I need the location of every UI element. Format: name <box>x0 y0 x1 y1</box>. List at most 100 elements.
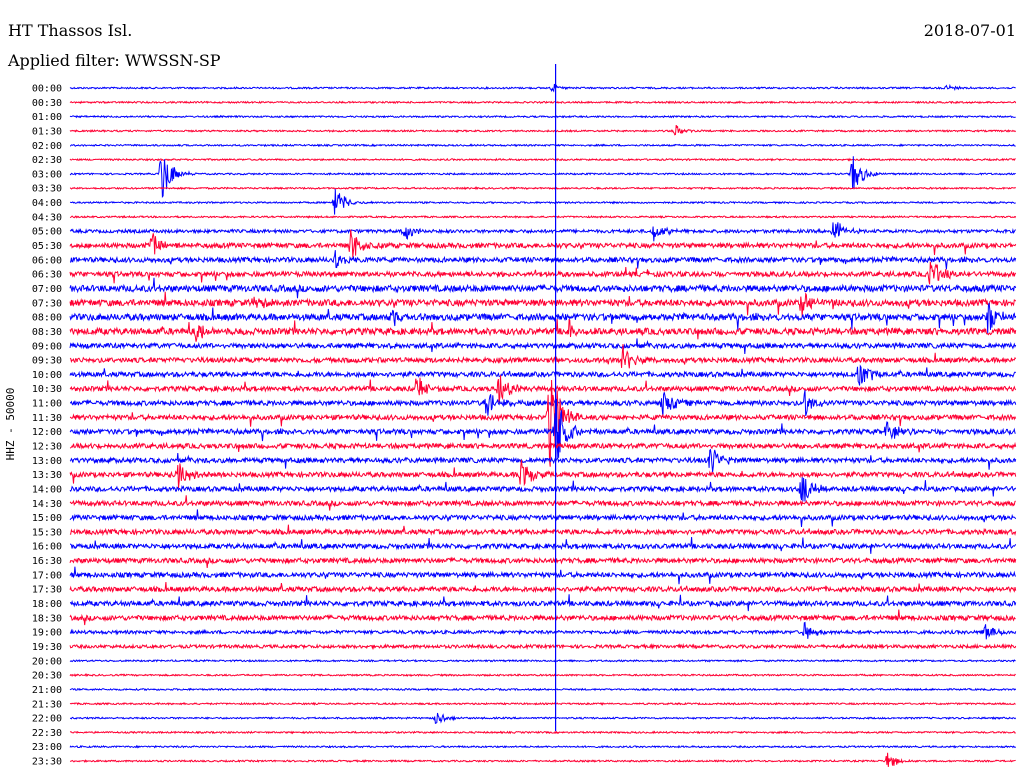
seismic-trace <box>69 100 1017 105</box>
y-tick-label: 07:00 <box>32 284 62 295</box>
y-tick-label: 22:00 <box>32 714 62 725</box>
y-tick-label: 20:00 <box>32 656 62 667</box>
y-tick-label: 19:00 <box>32 628 62 639</box>
y-tick-label: 02:00 <box>32 141 62 152</box>
y-tick-label: 06:30 <box>32 270 62 281</box>
y-tick-label: 12:00 <box>32 427 62 438</box>
seismic-trace <box>69 621 1017 640</box>
y-tick-label: 13:00 <box>32 456 62 467</box>
y-tick-label: 16:30 <box>32 556 62 567</box>
seismic-trace <box>69 291 1017 318</box>
seismic-trace <box>69 318 1017 342</box>
y-tick-label: 04:00 <box>32 198 62 209</box>
seismic-trace <box>69 261 1017 285</box>
seismic-trace <box>69 156 1016 198</box>
y-tick-label: 11:00 <box>32 399 62 410</box>
y-tick-label: 03:30 <box>32 184 62 195</box>
seismic-trace <box>69 398 1016 459</box>
seismic-trace <box>69 189 1016 215</box>
y-tick-label: 08:00 <box>32 313 62 324</box>
seismic-trace <box>69 459 1017 489</box>
filter-label: Applied filter: WWSSN-SP <box>7 51 221 70</box>
y-tick-label: 01:00 <box>32 112 62 123</box>
seismic-trace <box>69 524 1017 537</box>
seismic-trace <box>69 594 1017 612</box>
seismic-trace <box>69 701 1016 706</box>
y-tick-label: 10:30 <box>32 384 62 395</box>
seismic-trace <box>69 477 1017 502</box>
seismic-trace <box>69 338 1017 355</box>
y-tick-label: 12:30 <box>32 442 62 453</box>
seismic-trace <box>69 343 1017 369</box>
seismic-trace <box>69 744 1017 749</box>
seismic-trace <box>69 448 1017 473</box>
seismic-trace <box>69 752 1016 767</box>
seismic-trace <box>69 673 1016 678</box>
seismic-trace <box>69 556 1017 568</box>
seismic-trace <box>69 642 1017 650</box>
seismic-trace <box>70 143 1016 148</box>
y-tick-label: 01:30 <box>32 126 62 137</box>
seismic-trace <box>69 441 1017 453</box>
seismic-trace <box>69 495 1016 511</box>
y-tick-label: 18:30 <box>32 613 62 624</box>
y-tick-label: 13:30 <box>32 470 62 481</box>
y-tick-label: 05:30 <box>32 241 62 252</box>
seismic-trace <box>69 114 1016 119</box>
y-tick-label: 18:00 <box>32 599 62 610</box>
channel-label: HHZ - 50000 <box>4 388 17 461</box>
y-tick-label: 22:30 <box>32 728 62 739</box>
y-tick-label: 09:30 <box>32 356 62 367</box>
y-tick-label: 19:30 <box>32 642 62 653</box>
seismic-trace <box>69 658 1016 663</box>
seismic-trace <box>69 83 1016 93</box>
seismic-trace <box>69 375 1017 403</box>
seismic-trace <box>69 390 1017 418</box>
y-tick-label: 08:30 <box>32 327 62 338</box>
y-tick-label: 04:30 <box>32 212 62 223</box>
y-tick-label: 15:00 <box>32 513 62 524</box>
y-tick-label: 11:30 <box>32 413 62 424</box>
seismic-trace <box>69 157 1016 162</box>
seismic-trace <box>69 712 1017 724</box>
date-label: 2018-07-01 <box>924 21 1016 40</box>
y-tick-label: 14:30 <box>32 499 62 510</box>
y-tick-label: 00:00 <box>32 84 62 95</box>
y-tick-label: 23:00 <box>32 742 62 753</box>
y-tick-label: 09:00 <box>32 341 62 352</box>
seismic-trace <box>69 536 1017 554</box>
y-tick-label: 14:00 <box>32 484 62 495</box>
y-tick-label: 07:30 <box>32 298 62 309</box>
y-tick-label: 02:30 <box>32 155 62 166</box>
seismic-trace <box>69 566 1017 585</box>
seismic-trace <box>69 250 1017 270</box>
seismic-trace <box>69 687 1017 692</box>
seismic-trace <box>69 229 1017 258</box>
seismic-trace <box>69 124 1017 136</box>
y-tick-label: 20:30 <box>32 671 62 682</box>
y-tick-label: 21:30 <box>32 699 62 710</box>
seismic-trace <box>69 609 1016 626</box>
y-tick-label: 05:00 <box>32 227 62 238</box>
seismic-trace <box>69 222 1017 242</box>
y-tick-label: 16:00 <box>32 542 62 553</box>
seismic-trace <box>69 581 1017 594</box>
time-axis-ticks: 00:00 00:30 01:00 01:30 02:00 02:30 03:00 03:30… <box>32 84 62 768</box>
seismic-traces <box>69 83 1017 767</box>
y-tick-label: 23:30 <box>32 757 62 768</box>
seismic-trace <box>69 302 1017 334</box>
y-tick-label: 03:00 <box>32 169 62 180</box>
seismic-trace <box>69 277 1017 299</box>
seismic-trace <box>69 730 1016 735</box>
seismic-trace <box>69 509 1017 527</box>
seismic-trace <box>69 214 1017 219</box>
station-title: HT Thassos Isl. <box>8 21 132 40</box>
y-tick-label: 15:30 <box>32 527 62 538</box>
y-tick-label: 00:30 <box>32 98 62 109</box>
seismic-trace <box>69 186 1017 191</box>
y-tick-label: 06:00 <box>32 255 62 266</box>
seismic-trace <box>69 379 1017 467</box>
y-tick-label: 10:00 <box>32 370 62 381</box>
y-tick-label: 21:00 <box>32 685 62 696</box>
